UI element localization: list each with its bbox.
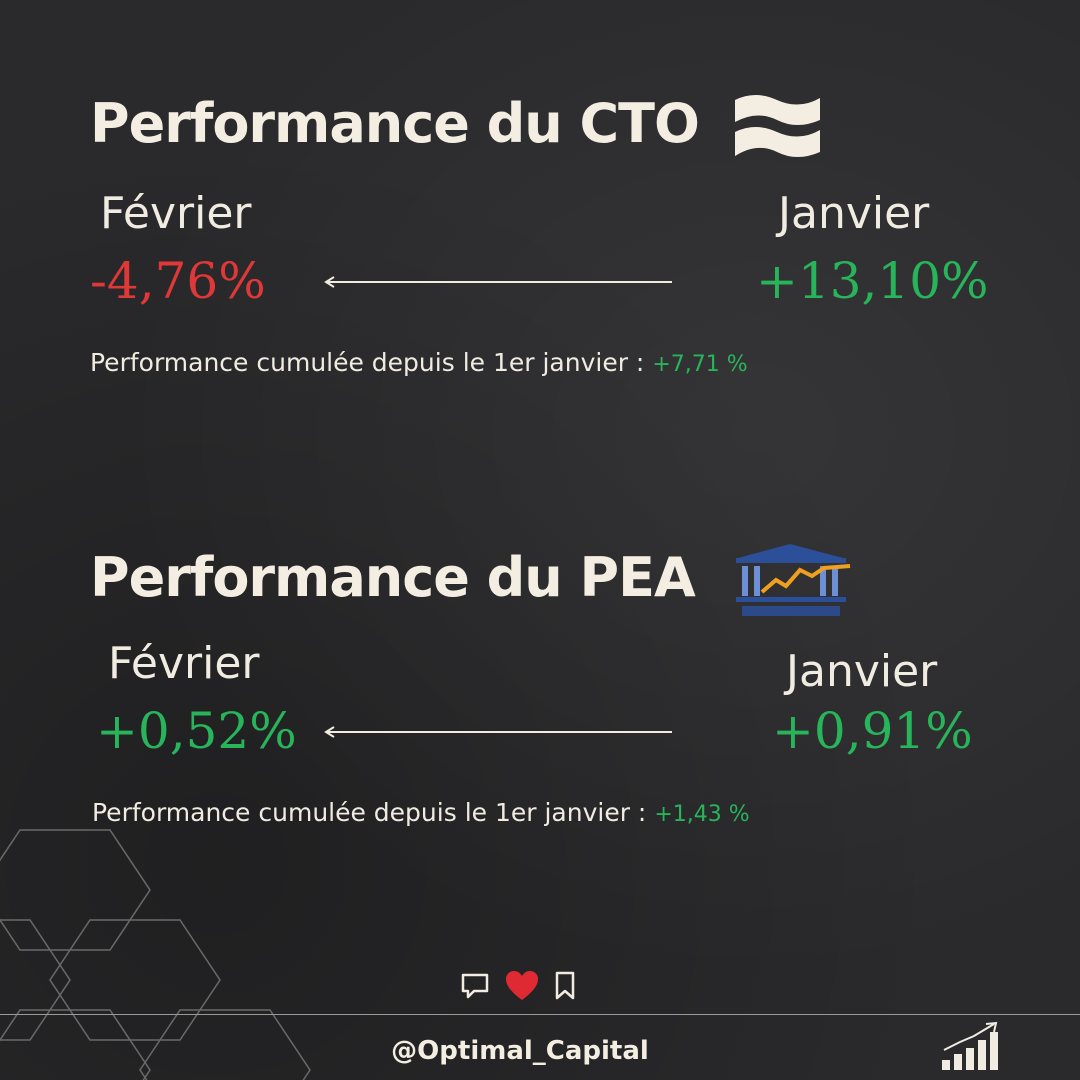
bookmark-icon[interactable]	[554, 971, 576, 1001]
cto-summary-value: +7,71 %	[652, 352, 748, 377]
growth-bars-icon	[942, 1021, 998, 1070]
cto-title: Performance du CTO	[90, 92, 700, 155]
flag-wave-icon	[735, 95, 820, 157]
arrow-left-icon	[324, 276, 672, 288]
pea-summary-text: Performance cumulée depuis le 1er janvie…	[92, 798, 647, 827]
arrow-left-icon	[324, 726, 672, 738]
pea-summary: Performance cumulée depuis le 1er janvie…	[92, 798, 750, 827]
bank-temple-icon	[736, 544, 851, 616]
comment-icon[interactable]	[460, 972, 490, 1000]
account-handle: @Optimal_Capital	[391, 1036, 649, 1066]
pea-feb-label: Février	[108, 638, 260, 689]
pea-jan-label: Janvier	[786, 646, 938, 697]
cto-feb-value: -4,76%	[90, 252, 266, 310]
pea-jan-value: +0,91%	[772, 702, 973, 760]
cto-summary: Performance cumulée depuis le 1er janvie…	[90, 348, 748, 377]
cto-feb-label: Février	[100, 188, 252, 239]
footer-divider	[0, 1014, 1080, 1015]
cto-jan-label: Janvier	[778, 188, 930, 239]
pea-title: Performance du PEA	[90, 546, 696, 609]
pea-feb-value: +0,52%	[96, 702, 297, 760]
pea-summary-value: +1,43 %	[654, 802, 750, 827]
hexagon-pattern	[0, 829, 311, 1080]
cto-summary-text: Performance cumulée depuis le 1er janvie…	[90, 348, 645, 377]
action-bar	[460, 970, 576, 1002]
cto-jan-value: +13,10%	[756, 252, 989, 310]
heart-icon[interactable]	[504, 970, 540, 1002]
